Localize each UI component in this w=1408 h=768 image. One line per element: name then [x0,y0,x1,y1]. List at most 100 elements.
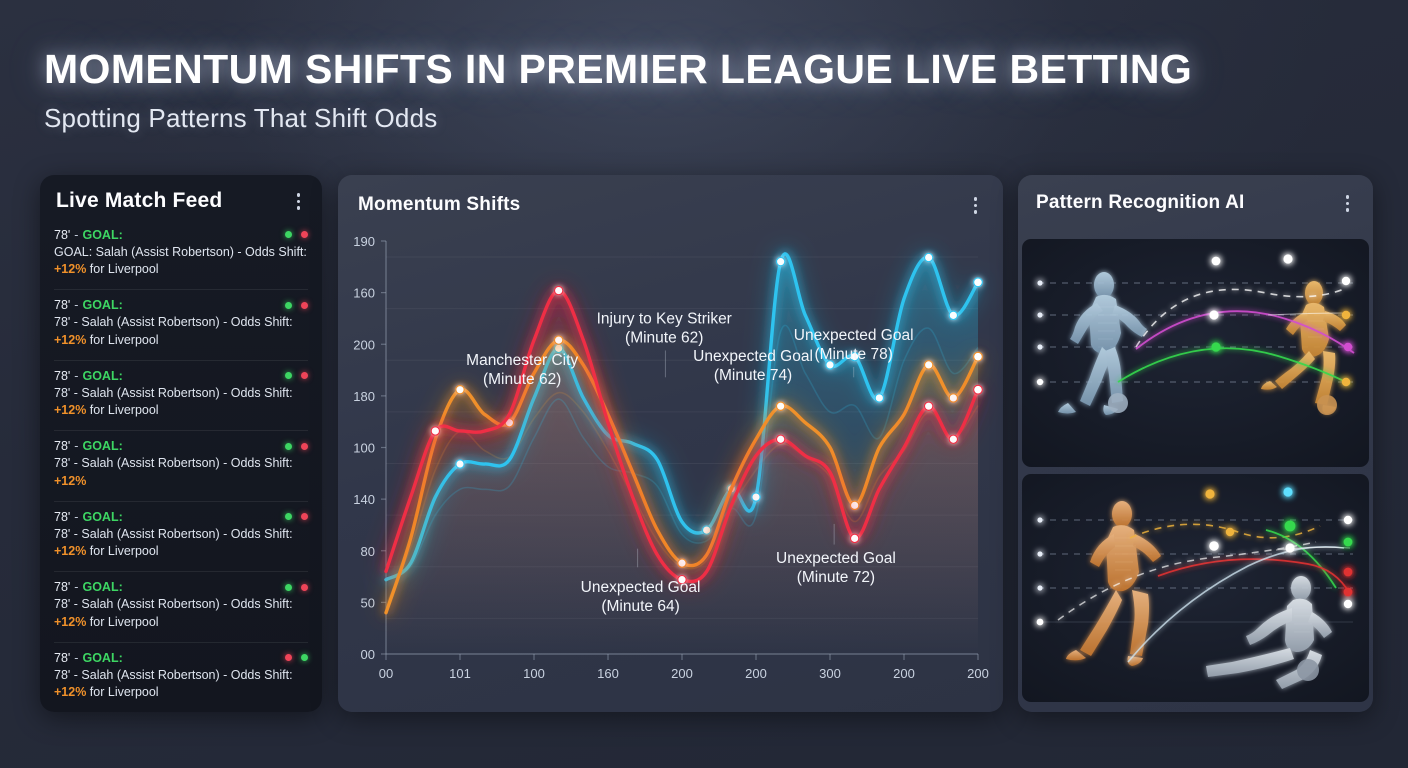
momentum-chart-svg: 190 160 200 180 100 140 80 50 00 00 101 100 160 200 20… [353,234,989,681]
chart-annotation: Manchester City (Minute 62) [466,352,578,388]
annotation-sublabel: (Minute 78) [814,346,892,363]
chart-endpoint-marker [972,384,983,395]
x-axis-ticks: 00 101 100 160 200 200 300 200 200 [379,654,989,681]
status-dot-red-icon [301,442,308,450]
feed-item[interactable]: 78' - GOAL: 78' - Salah (Assist Robertson) … [54,290,308,361]
feed-item-body: 78' - Salah (Assist Robertson) - Odds Sh… [54,596,308,632]
chart-point-marker [825,360,835,370]
momentum-shifts-panel: Momentum Shifts 190 160 200 180 100 140 80 50 00… [338,175,1003,712]
feed-item-tag: GOAL: [82,298,123,312]
feed-item-header: 78' - GOAL: [54,439,308,453]
feed-item-separator: - [74,509,79,524]
chart-annotation: Injury to Key Striker (Minute 62) [597,311,732,347]
y-tick-label: 200 [353,337,375,352]
status-dot-red-icon [301,231,308,238]
feed-item-status-dots [285,442,308,450]
feed-item[interactable]: 78' - GOAL: 78' - Salah (Assist Robertson) … [54,502,308,572]
annotation-sublabel: (Minute 74) [714,367,792,384]
chart-endpoint-marker [972,277,983,288]
feed-panel-header: Live Match Feed [40,175,322,220]
status-dot-green-icon [285,442,292,450]
x-tick-label: 160 [597,666,619,681]
feed-item-status-dots [285,654,308,661]
chart-ghost-trail [385,324,979,581]
status-dot-green-icon [285,372,292,379]
feed-list[interactable]: 78' - GOAL: GOAL: Salah (Assist Robertson) … [40,220,322,713]
feed-item-separator: - [74,580,79,594]
ai-figure-player-tracking-orange-white [1018,472,1373,704]
feed-item-team: for Liverpool [86,614,159,629]
feed-kebab-menu-icon[interactable] [291,189,307,214]
feed-item-minute: 78' [54,227,71,242]
feed-item-body: 78' - Salah (Assist Robertson) - Odds Sh… [54,455,308,491]
feed-item[interactable]: 78' - GOAL: 78' - Salah (Assist Robertson) … [54,572,308,643]
feed-item-odds-shift: +12% [54,685,87,700]
annotation-sublabel: (Minute 62) [625,330,703,347]
x-tick-label: 200 [893,666,915,681]
x-tick-label: 00 [379,666,393,681]
ai-panel-header: Pattern Recognition AI [1018,175,1373,216]
chart-point-marker [775,401,786,411]
feed-item-tag: GOAL: [82,227,123,242]
chart-point-marker [849,351,860,362]
chart-point-marker [775,256,786,267]
chart-point-marker [849,533,860,544]
ai-kebab-menu-icon[interactable] [1340,191,1356,216]
feed-item-status-dots [285,583,308,591]
feed-item-minute: 78' [54,298,71,312]
feed-item-body: GOAL: Salah (Assist Robertson) - Odds Sh… [54,244,308,280]
chart-point-marker [849,500,860,511]
chart-point-marker [923,401,934,411]
feed-item-odds-shift: +12% [54,332,87,347]
feed-item-body: 78' - Salah (Assist Robertson) - Odds Sh… [54,667,308,703]
chart-point-marker [553,285,564,296]
annotation-label: Unexpected Goal [693,348,813,365]
x-tick-label: 101 [449,666,471,681]
feed-item-minute: 78' [54,439,71,453]
annotation-label: Unexpected Goal [776,550,896,567]
chart-point-marker [923,252,934,263]
status-dot-green-icon [285,513,292,520]
x-tick-label: 200 [671,666,693,681]
status-dot-red-icon [301,372,308,379]
feed-item-tag: GOAL: [82,580,123,594]
chart-point-marker [948,393,959,403]
ai-figures [1018,233,1373,712]
chart-point-marker [775,434,786,445]
momentum-chart: 190 160 200 180 100 140 80 50 00 00 101 100 160 200 20… [338,227,1003,712]
feed-item[interactable]: 78' - GOAL: 78' - Salah (Assist Robertson) … [54,361,308,431]
feed-item[interactable]: 78' - GOAL: GOAL: Salah (Assist Robertson) … [54,220,308,290]
status-dot-red-icon [301,513,308,520]
ai-figure-1-svg [1022,239,1369,467]
feed-item-description: GOAL: Salah (Assist Robertson) - Odds Sh… [54,244,307,259]
annotation-label: Manchester City [466,352,578,369]
feed-item-team: for Liverpool [86,685,159,700]
status-dot-green-icon [285,231,292,238]
y-tick-label: 140 [353,492,375,507]
chart-series-red-momentum-line [384,285,983,585]
status-dot-red-icon [301,301,308,309]
feed-item[interactable]: 78' - GOAL: 78' - Salah (Assist Robertson) … [54,643,308,713]
chart-kebab-menu-icon[interactable] [968,193,984,218]
y-tick-label: 160 [353,286,375,301]
chart-panel-header: Momentum Shifts [338,175,1003,218]
feed-item-body: 78' - Salah (Assist Robertson) - Odds Sh… [54,314,308,350]
status-dot-red-icon [301,583,308,591]
feed-item-odds-shift: +12% [54,403,87,418]
status-dot-green-icon [285,583,292,591]
status-dot-green-icon [301,654,308,661]
status-dot-red-icon [285,654,292,661]
feed-item-minute: 78' [54,650,71,665]
feed-item-header: 78' - GOAL: [54,651,308,665]
chart-point-marker [677,558,687,568]
chart-point-marker [874,393,885,403]
feed-item-tag: GOAL: [82,439,123,453]
y-tick-label: 50 [361,595,375,610]
chart-panel-title: Momentum Shifts [358,194,521,216]
feed-item-team: for Liverpool [86,403,159,418]
feed-item[interactable]: 78' - GOAL: 78' - Salah (Assist Robertson) … [54,431,308,502]
page-subtitle: Spotting Patterns That Shift Odds [44,103,438,133]
feed-item-header: 78' - GOAL: [54,369,308,383]
feed-item-odds-shift: +12% [54,544,87,559]
